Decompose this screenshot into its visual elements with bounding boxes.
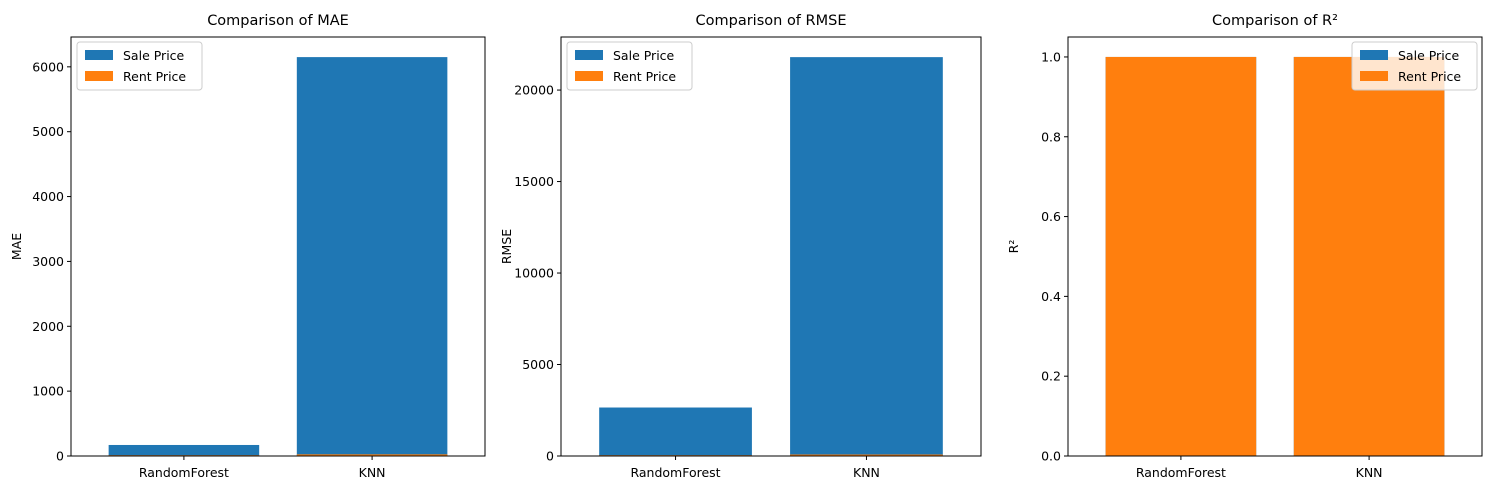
legend-label: Sale Price xyxy=(613,48,675,63)
chart-title: Comparison of RMSE xyxy=(696,13,847,29)
legend-swatch xyxy=(575,71,603,81)
x-tick-label: KNN xyxy=(359,465,386,480)
y-tick-label: 5000 xyxy=(32,124,64,139)
legend-swatch xyxy=(85,71,113,81)
y-tick-label: 1000 xyxy=(32,384,64,399)
chart-panel-3: 0.0 0.2 0.4 0.6 0.8 1.0 RandomForest KNN Compari… xyxy=(1006,13,1483,480)
chart-panel-1: 0 1000 2000 3000 4000 5000 6000 RandomForest KNN… xyxy=(9,13,486,480)
chart-title: Comparison of MAE xyxy=(207,13,349,29)
y-tick-label: 0.2 xyxy=(1041,369,1061,384)
y-tick-label: 2000 xyxy=(32,319,64,334)
legend: Sale Price Rent Price xyxy=(76,41,203,91)
x-tick-label: KNN xyxy=(853,465,880,480)
legend: Sale Price Rent Price xyxy=(1351,41,1478,91)
axes-frame xyxy=(1067,36,1483,457)
y-tick-label: 0.8 xyxy=(1041,129,1061,144)
bar-sale-price-knn xyxy=(790,57,943,456)
legend-swatch xyxy=(575,50,603,60)
legend-swatch xyxy=(85,50,113,60)
y-tick-label: 20000 xyxy=(514,83,554,98)
legend: Sale Price Rent Price xyxy=(566,41,693,91)
bar-sale-price-randomforest xyxy=(599,407,752,456)
y-tick-label: 6000 xyxy=(32,59,64,74)
legend-label: Sale Price xyxy=(1398,48,1460,63)
y-tick-label: 0.4 xyxy=(1041,289,1061,304)
y-tick-label: 5000 xyxy=(522,357,554,372)
bar-rent-price-knn xyxy=(790,454,943,456)
y-axis-label: R² xyxy=(1006,240,1021,254)
axes-frame xyxy=(560,36,982,457)
x-tick-label: KNN xyxy=(1356,465,1383,480)
x-tick-label: RandomForest xyxy=(139,465,229,480)
y-tick-label: 0 xyxy=(56,449,64,464)
legend-label: Sale Price xyxy=(123,48,185,63)
legend-swatch xyxy=(1360,71,1388,81)
y-axis-label: RMSE xyxy=(499,229,514,264)
bar-rent-price-randomforest xyxy=(1105,56,1257,456)
legend-swatch xyxy=(1360,50,1388,60)
y-axis-label: MAE xyxy=(9,233,24,260)
y-tick-label: 4000 xyxy=(32,189,64,204)
y-tick-label: 0 xyxy=(546,449,554,464)
y-tick-label: 0.0 xyxy=(1041,449,1061,464)
x-tick-label: RandomForest xyxy=(630,465,720,480)
chart-panel-2: 0 5000 10000 15000 20000 RandomForest KNN Compa… xyxy=(499,13,982,480)
bar-sale-price-randomforest xyxy=(108,444,260,456)
bar-sale-price-knn xyxy=(296,57,448,456)
legend-label: Rent Price xyxy=(1398,69,1461,84)
x-tick-label: RandomForest xyxy=(1136,465,1226,480)
y-tick-label: 3000 xyxy=(32,254,64,269)
chart-title: Comparison of R² xyxy=(1212,13,1338,29)
legend-label: Rent Price xyxy=(613,69,676,84)
y-tick-label: 1.0 xyxy=(1041,49,1061,64)
y-tick-label: 10000 xyxy=(514,266,554,281)
y-tick-label: 0.6 xyxy=(1041,209,1061,224)
y-tick-label: 15000 xyxy=(514,174,554,189)
legend-label: Rent Price xyxy=(123,69,186,84)
bar-rent-price-knn xyxy=(1293,56,1445,456)
bar-rent-price-knn xyxy=(296,454,448,456)
axes-frame xyxy=(70,36,486,457)
